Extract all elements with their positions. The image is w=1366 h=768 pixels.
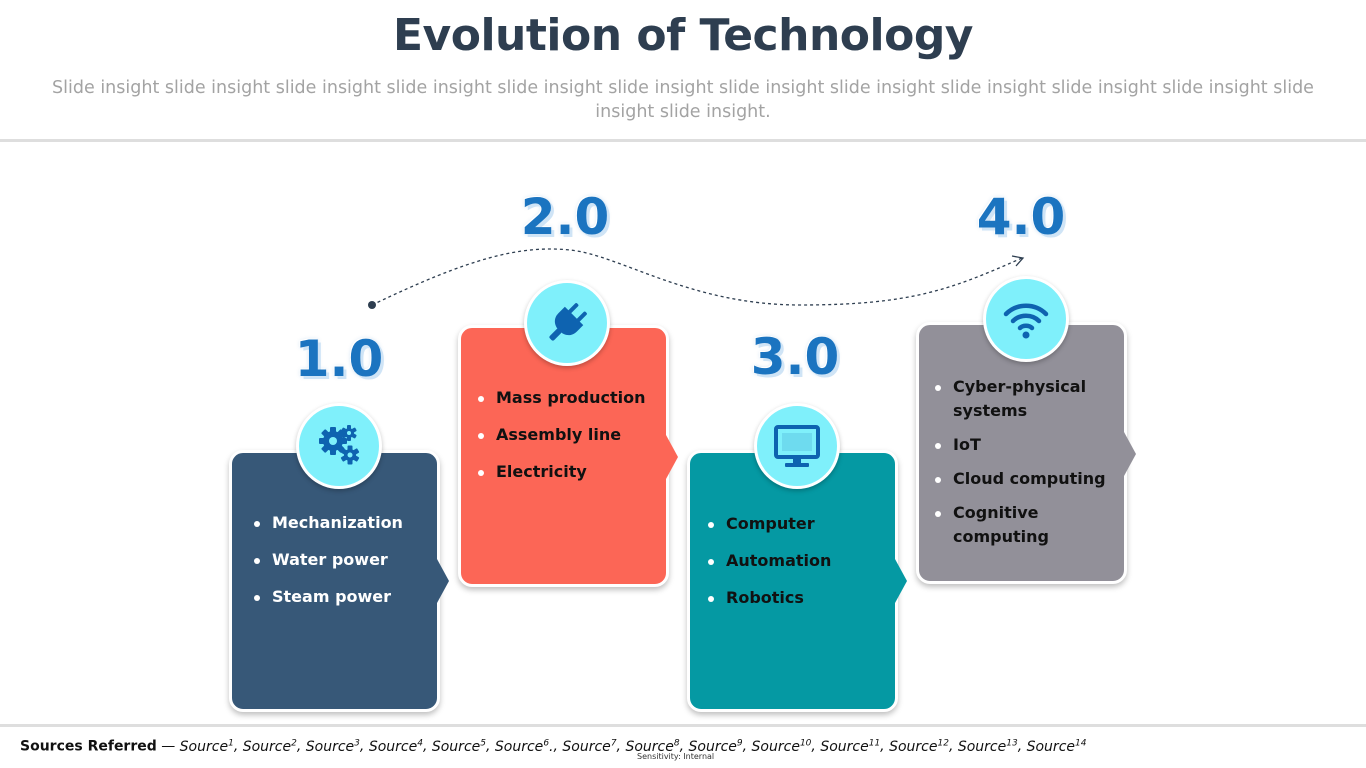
stage-3-icon-badge <box>754 403 840 489</box>
source-item: Source10 <box>751 738 812 755</box>
source-item: Source8 <box>625 738 680 755</box>
stage-2-card: Mass production Assembly line Electricit… <box>458 325 678 587</box>
source-item: Source11 <box>820 738 881 755</box>
stage-2-icon-badge <box>524 280 610 366</box>
stage-3-list: Computer Automation Robotics <box>708 512 831 623</box>
stage-2-item: Mass production <box>478 386 646 410</box>
source-item: Source4 <box>368 738 423 755</box>
curve-arrowhead <box>1011 255 1025 267</box>
stage-1-icon-badge <box>296 403 382 489</box>
source-item: Source7 <box>562 738 617 755</box>
source-item: Source2 <box>242 738 297 755</box>
stage-1-number: 1.0 <box>294 330 384 388</box>
source-item: Source12 <box>889 738 949 755</box>
stage-4-pointer <box>1124 432 1136 476</box>
stage-4-card: Cyber-physical systems IoT Cloud computi… <box>916 322 1136 584</box>
sources-referred: Sources Referred — Source1, Source2, Sou… <box>20 738 1086 755</box>
stage-2-pointer <box>666 435 678 479</box>
sources-label: Sources Referred <box>20 738 157 755</box>
stage-4-number: 4.0 <box>976 188 1066 246</box>
stage-4-item: Cyber-physical systems <box>935 375 1115 423</box>
plug-icon <box>549 303 587 341</box>
gears-icon <box>319 425 360 465</box>
sensitivity-label: Sensitivity: Internal <box>637 752 715 761</box>
stage-1-item: Steam power <box>254 585 403 609</box>
stage-2-item: Electricity <box>478 460 646 484</box>
stage-1-item: Water power <box>254 548 403 572</box>
header-divider <box>0 139 1366 142</box>
stage-1-card: Mechanization Water power Steam power <box>229 450 449 712</box>
wifi-icon <box>1003 303 1049 339</box>
source-item: Source3 <box>305 738 360 755</box>
stage-4-icon-badge <box>983 276 1069 362</box>
stage-3-item: Automation <box>708 549 831 573</box>
slide-subtitle: Slide insight slide insight slide insigh… <box>52 78 1314 122</box>
source-item: Source13 <box>957 738 1018 755</box>
slide-title: Evolution of Technology <box>392 10 974 61</box>
sources-dash: — <box>156 738 180 755</box>
stage-1-list: Mechanization Water power Steam power <box>254 511 403 622</box>
footer-divider <box>0 724 1366 727</box>
stage-3-item: Robotics <box>708 586 831 610</box>
stage-3-pointer <box>895 559 907 603</box>
sources-list: Source1, Source2, Source3, Source4, Sour… <box>179 738 1087 755</box>
stage-2-number: 2.0 <box>520 188 610 246</box>
source-item: Source5 <box>431 738 486 755</box>
curve-start-dot <box>368 301 376 309</box>
monitor-icon <box>774 425 820 467</box>
stage-1-pointer <box>437 559 449 603</box>
source-item: Source6. <box>494 738 554 755</box>
stage-2-list: Mass production Assembly line Electricit… <box>478 386 646 497</box>
stage-4-item: IoT <box>935 433 1115 457</box>
stage-2-item: Assembly line <box>478 423 646 447</box>
stage-1-item: Mechanization <box>254 511 403 535</box>
stage-3-card: Computer Automation Robotics <box>687 450 907 712</box>
stage-3-item: Computer <box>708 512 831 536</box>
source-item: Source14 <box>1026 738 1087 755</box>
source-item: Source9 <box>688 738 743 755</box>
source-item: Source1 <box>179 738 234 755</box>
stage-4-item: Cloud computing <box>935 467 1115 491</box>
stage-4-list: Cyber-physical systems IoT Cloud computi… <box>935 375 1115 559</box>
stage-4-item: Cognitive computing <box>935 501 1115 549</box>
stage-3-number: 3.0 <box>750 328 840 386</box>
